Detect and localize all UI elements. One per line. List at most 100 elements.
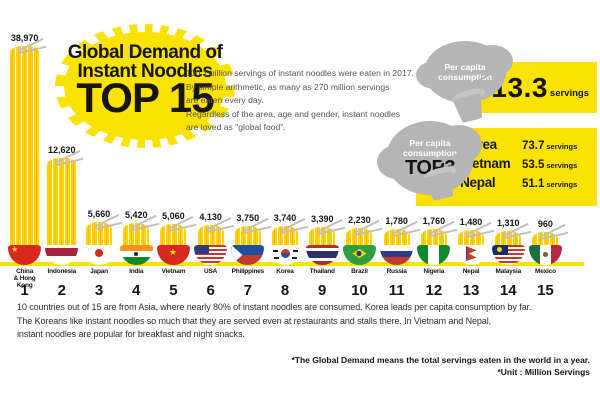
flag-bowl-icon: [268, 245, 302, 265]
country-column: 4,130 USA 6: [192, 28, 235, 300]
country-column: 1,760 Nigeria 12: [415, 28, 458, 300]
country-name: Mexico: [535, 268, 556, 275]
bar-value-label: 5,060: [162, 211, 185, 221]
flag-bowl-icon: [82, 245, 116, 265]
bar-value-label: 5,660: [87, 209, 111, 219]
noodle-bar: [272, 217, 309, 246]
noodle-bar: [346, 219, 383, 246]
flag-emblem-icon: [352, 249, 367, 258]
flag-emblem-icon: ★: [11, 245, 19, 254]
bar-value-label: 12,620: [48, 145, 76, 155]
flag-bowl-icon: [454, 245, 488, 265]
noodle-bar: [234, 217, 272, 246]
flag-emblem-icon: [496, 247, 502, 252]
rank-number: 3: [94, 282, 104, 299]
country-name: Thailand: [309, 268, 335, 275]
noodle-bar: [160, 215, 197, 246]
flag-emblem-icon: ★: [168, 247, 177, 257]
bar-value-label: 3,390: [310, 214, 334, 224]
bar-value-label: 960: [537, 219, 553, 229]
flag-bowl-icon: [380, 245, 414, 265]
country-column: 5,660 Japan 3: [80, 28, 123, 300]
rank-number: 15: [537, 282, 554, 299]
title-line2: Instant Noodles: [77, 61, 213, 82]
country-column: 12,620 Indonesia 2: [43, 28, 84, 300]
footnotes: *The Global Demand means the total servi…: [291, 355, 590, 377]
country-column: 1,480 Nepal 13: [452, 28, 495, 300]
rank-number: 10: [351, 282, 368, 299]
noodle-bar: [123, 214, 160, 246]
country-name: Indonesia: [47, 268, 77, 275]
country-column: 38,970 ★ China & Hong Kong 1: [6, 28, 47, 300]
title-top15: TOP 15: [76, 74, 214, 121]
flag-bowl-icon: ★: [8, 245, 42, 265]
flag-emblem-icon: [231, 245, 243, 265]
country-name: India: [129, 268, 144, 275]
rank-number: 1: [20, 282, 29, 299]
flag-bowl-icon: [194, 245, 228, 265]
rank-number: 14: [499, 282, 517, 299]
top3-cloud: Per capita consumption TOP3: [377, 121, 482, 195]
country-name: Nigeria: [423, 268, 445, 275]
country-name: Nepal: [462, 268, 480, 275]
country-column: 5,060 ★ Vietnam 5: [155, 28, 197, 300]
flag-bowl-icon: [342, 245, 376, 265]
flag-emblem-icon: [95, 249, 103, 257]
rank-number: 12: [425, 282, 443, 299]
title-badge: Global Demand of Instant Noodles TOP 15: [55, 24, 235, 148]
flag-bowl-icon: [119, 245, 153, 265]
noodle-bar: [309, 218, 346, 246]
rank-number: 8: [280, 282, 290, 299]
country-column: 3,750 Philippines 7: [229, 28, 272, 300]
country-name: Vietnam: [161, 268, 186, 275]
bar-value-label: 3,750: [236, 213, 260, 223]
title-line1: Global Demand of: [67, 42, 223, 63]
flag-bowl-icon: [45, 245, 79, 265]
rank-number: 13: [462, 282, 480, 299]
bar-value-label: 2,230: [348, 215, 371, 225]
country-column: 2,230 Brazil 10: [341, 28, 383, 300]
bar-value-label: 1,310: [496, 218, 520, 228]
per-capita-cloud: Per capita consumption: [415, 41, 514, 103]
noodle-bar-chart: 38,970 ★ China & Hong Kong 1 12,620 Indo…: [6, 28, 569, 300]
country-name: China & Hong Kong: [13, 268, 36, 289]
bar-value-label: 4,130: [199, 212, 222, 222]
bar-value-label: 5,420: [124, 210, 148, 220]
flag-bowl-icon: ★: [156, 245, 190, 265]
per-capita-unit: servings: [549, 88, 589, 99]
rank-number: 4: [132, 282, 141, 299]
bar-value-label: 1,780: [385, 216, 408, 226]
country-column: 1,310 Malaysia 14: [490, 28, 532, 300]
country-column: 5,420 India 4: [118, 28, 160, 300]
country-column: 3,390 Thailand 9: [304, 28, 346, 300]
country-name: USA: [204, 268, 218, 275]
country-column: 3,740 Korea 8: [266, 28, 309, 300]
noodle-cup-icon: [450, 73, 494, 124]
bar-value-label: 1,480: [459, 217, 483, 227]
country-name: Korea: [276, 268, 294, 275]
flag-bowl-icon: [231, 245, 265, 265]
intro-paragraph: 100.1 billion servings of instant noodle…: [186, 68, 414, 133]
noodle-bar: [532, 223, 569, 246]
bar-value-label: 1,760: [422, 216, 446, 226]
flag-bowl-icon: [417, 245, 451, 265]
country-name: Philippines: [231, 268, 265, 275]
flag-emblem-icon: [280, 249, 290, 258]
flag-emblem-icon: [134, 252, 139, 256]
flag-bowl-icon: [528, 245, 562, 265]
noodle-bar: [383, 220, 421, 246]
bar-value-label: 38,970: [10, 33, 39, 43]
rank-number: 7: [243, 282, 252, 299]
rank-number: 2: [57, 282, 66, 299]
footer-paragraph: 10 countries out of 15 are from Asia, wh…: [17, 302, 532, 339]
flag-emblem-icon: [542, 252, 548, 257]
rank-number: 9: [318, 282, 327, 299]
noodle-bar: [420, 220, 458, 246]
flag-emblem-icon: [465, 246, 477, 261]
country-name: Russia: [386, 268, 407, 275]
noodle-bar: [86, 213, 123, 246]
noodle-bar: [197, 216, 235, 246]
noodle-bar: [9, 37, 47, 246]
country-column: 1,780 Russia 11: [378, 28, 421, 300]
country-name: Japan: [90, 268, 108, 275]
